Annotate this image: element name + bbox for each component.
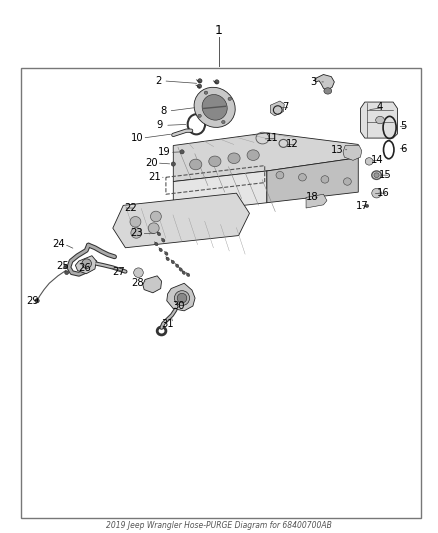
Polygon shape — [343, 146, 362, 160]
Ellipse shape — [65, 271, 69, 274]
Polygon shape — [267, 158, 358, 203]
Ellipse shape — [276, 172, 284, 179]
Ellipse shape — [202, 94, 227, 120]
Polygon shape — [306, 194, 327, 208]
Ellipse shape — [157, 232, 161, 236]
Text: 28: 28 — [131, 278, 144, 288]
Ellipse shape — [198, 114, 201, 117]
Ellipse shape — [194, 87, 235, 127]
Text: 20: 20 — [145, 158, 158, 168]
Ellipse shape — [179, 268, 182, 271]
Ellipse shape — [321, 176, 329, 183]
Text: 14: 14 — [371, 155, 384, 165]
Ellipse shape — [171, 260, 174, 264]
Text: 9: 9 — [157, 120, 163, 131]
Ellipse shape — [82, 259, 92, 269]
Ellipse shape — [374, 173, 379, 177]
Polygon shape — [173, 133, 358, 182]
Text: 11: 11 — [266, 133, 279, 143]
Text: 10: 10 — [131, 133, 144, 143]
Polygon shape — [143, 276, 162, 293]
Ellipse shape — [190, 159, 202, 170]
Ellipse shape — [228, 98, 231, 100]
Text: 12: 12 — [286, 140, 298, 149]
Ellipse shape — [365, 204, 369, 207]
Ellipse shape — [177, 293, 187, 303]
Text: 16: 16 — [377, 188, 390, 198]
Text: 17: 17 — [356, 201, 369, 211]
Text: 15: 15 — [379, 170, 392, 180]
Polygon shape — [113, 193, 250, 248]
Ellipse shape — [372, 189, 381, 198]
Text: 29: 29 — [26, 296, 39, 306]
Ellipse shape — [197, 84, 201, 88]
Text: 25: 25 — [56, 261, 69, 271]
Ellipse shape — [148, 223, 159, 233]
Polygon shape — [315, 75, 334, 91]
Ellipse shape — [372, 171, 381, 180]
Ellipse shape — [166, 257, 169, 261]
Text: 5: 5 — [400, 122, 407, 132]
Text: 23: 23 — [130, 229, 143, 238]
Text: 3: 3 — [311, 77, 317, 87]
Ellipse shape — [324, 88, 332, 94]
Text: 2: 2 — [155, 76, 161, 86]
Text: 27: 27 — [113, 266, 125, 277]
Text: 2019 Jeep Wrangler Hose-PURGE Diagram for 68400700AB: 2019 Jeep Wrangler Hose-PURGE Diagram fo… — [106, 521, 332, 530]
Bar — [21, 68, 421, 518]
Text: 4: 4 — [377, 102, 383, 112]
Ellipse shape — [204, 91, 208, 94]
Text: 8: 8 — [160, 106, 166, 116]
Ellipse shape — [198, 79, 202, 83]
Ellipse shape — [187, 273, 190, 277]
Ellipse shape — [35, 298, 39, 303]
Text: 7: 7 — [282, 102, 288, 112]
Polygon shape — [270, 101, 284, 116]
Ellipse shape — [376, 116, 385, 124]
Text: 18: 18 — [306, 192, 318, 203]
Ellipse shape — [215, 80, 219, 84]
Ellipse shape — [171, 162, 176, 166]
Text: 13: 13 — [331, 145, 344, 155]
Ellipse shape — [150, 211, 161, 222]
Text: 31: 31 — [161, 319, 174, 328]
Ellipse shape — [64, 264, 68, 268]
Text: 1: 1 — [215, 24, 223, 37]
Ellipse shape — [228, 153, 240, 164]
Ellipse shape — [130, 216, 141, 227]
Ellipse shape — [162, 239, 165, 242]
Ellipse shape — [180, 150, 184, 154]
Polygon shape — [75, 256, 96, 274]
Ellipse shape — [182, 271, 185, 274]
Ellipse shape — [134, 268, 143, 278]
Text: 30: 30 — [173, 301, 185, 311]
Ellipse shape — [131, 228, 142, 238]
Ellipse shape — [247, 150, 259, 160]
Ellipse shape — [343, 178, 351, 185]
Text: 24: 24 — [53, 239, 65, 249]
Text: 26: 26 — [78, 263, 92, 273]
Text: 6: 6 — [400, 144, 407, 154]
Text: 22: 22 — [124, 203, 137, 213]
Ellipse shape — [155, 243, 158, 246]
Ellipse shape — [165, 252, 168, 255]
Ellipse shape — [222, 120, 225, 124]
Ellipse shape — [209, 156, 221, 167]
Polygon shape — [167, 283, 195, 311]
Ellipse shape — [159, 248, 162, 252]
Ellipse shape — [365, 158, 373, 165]
Ellipse shape — [176, 264, 179, 268]
Polygon shape — [173, 171, 267, 213]
Ellipse shape — [174, 290, 190, 305]
Text: 21: 21 — [148, 172, 161, 182]
Ellipse shape — [299, 174, 306, 181]
Polygon shape — [360, 102, 397, 138]
Text: 19: 19 — [158, 148, 171, 157]
